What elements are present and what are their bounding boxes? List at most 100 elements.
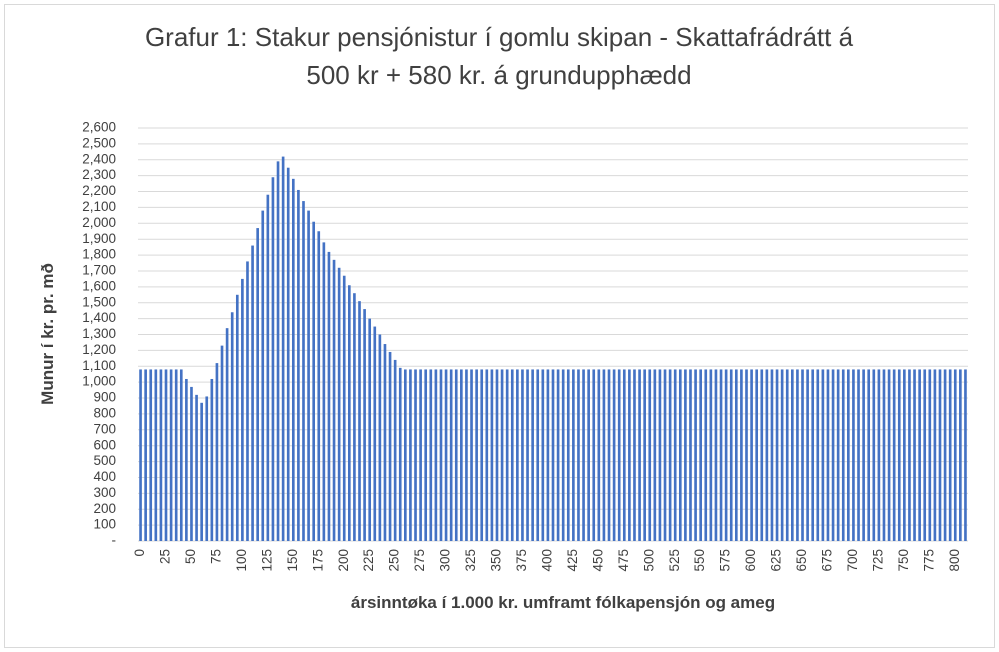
x-tick-label: 700 — [845, 549, 860, 572]
x-tick-label: 75 — [208, 549, 223, 564]
bar — [470, 369, 473, 541]
bar — [215, 363, 219, 541]
bar — [918, 369, 921, 541]
bar — [291, 178, 295, 542]
bar — [923, 369, 927, 541]
bar — [302, 201, 305, 542]
y-tick-label: 1,300 — [82, 326, 116, 341]
bar — [424, 369, 428, 541]
bar — [811, 369, 815, 541]
x-tick-label: 675 — [820, 549, 835, 572]
x-tick-label: 175 — [310, 549, 325, 572]
bar — [312, 221, 315, 541]
bar — [887, 369, 891, 541]
bar — [195, 394, 198, 541]
bar — [663, 369, 667, 541]
x-tick-label: 625 — [769, 549, 784, 572]
bar — [622, 369, 626, 541]
bar — [144, 369, 147, 541]
y-tick-label: 700 — [93, 421, 116, 436]
bar — [276, 161, 280, 541]
bar — [388, 351, 392, 541]
y-tick-label: 600 — [93, 437, 116, 452]
bar — [755, 369, 759, 541]
bar — [190, 386, 193, 541]
bar — [709, 369, 713, 541]
bar — [897, 369, 901, 541]
bar — [500, 369, 504, 541]
bar — [439, 369, 443, 541]
bar — [892, 369, 896, 541]
bar — [149, 369, 153, 541]
bar — [633, 369, 636, 541]
x-tick-label: 750 — [896, 549, 911, 572]
bar — [577, 369, 580, 541]
x-tick-label: 450 — [590, 549, 605, 572]
bar — [785, 369, 789, 541]
bar — [801, 369, 804, 541]
bar — [454, 369, 458, 541]
bar — [857, 369, 860, 541]
y-tick-label: 1,700 — [82, 263, 116, 278]
bar — [668, 369, 672, 541]
bar — [398, 367, 402, 541]
bar — [872, 369, 876, 541]
bar — [938, 369, 942, 541]
bar — [541, 369, 545, 541]
bar — [816, 369, 820, 541]
bar — [729, 369, 733, 541]
x-tick-label: 800 — [947, 549, 962, 572]
bar — [383, 344, 387, 541]
bar — [948, 369, 952, 541]
bar — [699, 369, 702, 541]
bar — [617, 369, 621, 541]
bar — [882, 369, 886, 541]
bar — [862, 369, 865, 541]
y-tick-label: 2,500 — [82, 135, 116, 150]
bar — [353, 293, 356, 541]
bar — [740, 369, 743, 541]
x-tick-label: 150 — [285, 549, 300, 572]
x-tick-label: 100 — [234, 549, 249, 572]
bar — [841, 369, 845, 541]
bar — [775, 369, 779, 541]
x-tick-label: 650 — [794, 549, 809, 572]
bar — [271, 177, 275, 541]
y-tick-label: 2,400 — [82, 151, 116, 166]
y-tick-label: 2,300 — [82, 167, 116, 182]
bar — [566, 369, 570, 541]
bar — [139, 369, 142, 541]
bar — [510, 369, 514, 541]
bar — [368, 318, 372, 541]
bar — [628, 369, 631, 541]
bar — [913, 369, 916, 541]
bar — [169, 369, 173, 541]
bar — [678, 369, 682, 541]
x-tick-label: 400 — [539, 549, 554, 572]
bar — [597, 369, 601, 541]
bar — [724, 369, 728, 541]
bar — [281, 156, 285, 542]
x-tick-label: 475 — [616, 549, 631, 572]
bar — [734, 369, 738, 541]
bar — [607, 369, 611, 541]
y-tick-label: 2,100 — [82, 199, 116, 214]
bar — [821, 369, 825, 541]
bar — [531, 369, 534, 541]
bar — [460, 369, 463, 541]
bar — [179, 369, 183, 541]
bar — [826, 369, 830, 541]
bar — [327, 251, 331, 541]
chart-title: Grafur 1: Stakur pensjónistur í gomlu sk… — [145, 22, 854, 52]
bar — [714, 369, 718, 541]
bar — [342, 275, 346, 541]
bar — [638, 369, 641, 541]
y-tick-label: 2,600 — [82, 120, 116, 135]
bar — [434, 369, 438, 541]
bar — [322, 242, 326, 541]
x-tick-label: 725 — [870, 549, 885, 572]
y-tick-label: 1,000 — [82, 374, 116, 389]
bar — [760, 369, 764, 541]
bar — [551, 369, 555, 541]
